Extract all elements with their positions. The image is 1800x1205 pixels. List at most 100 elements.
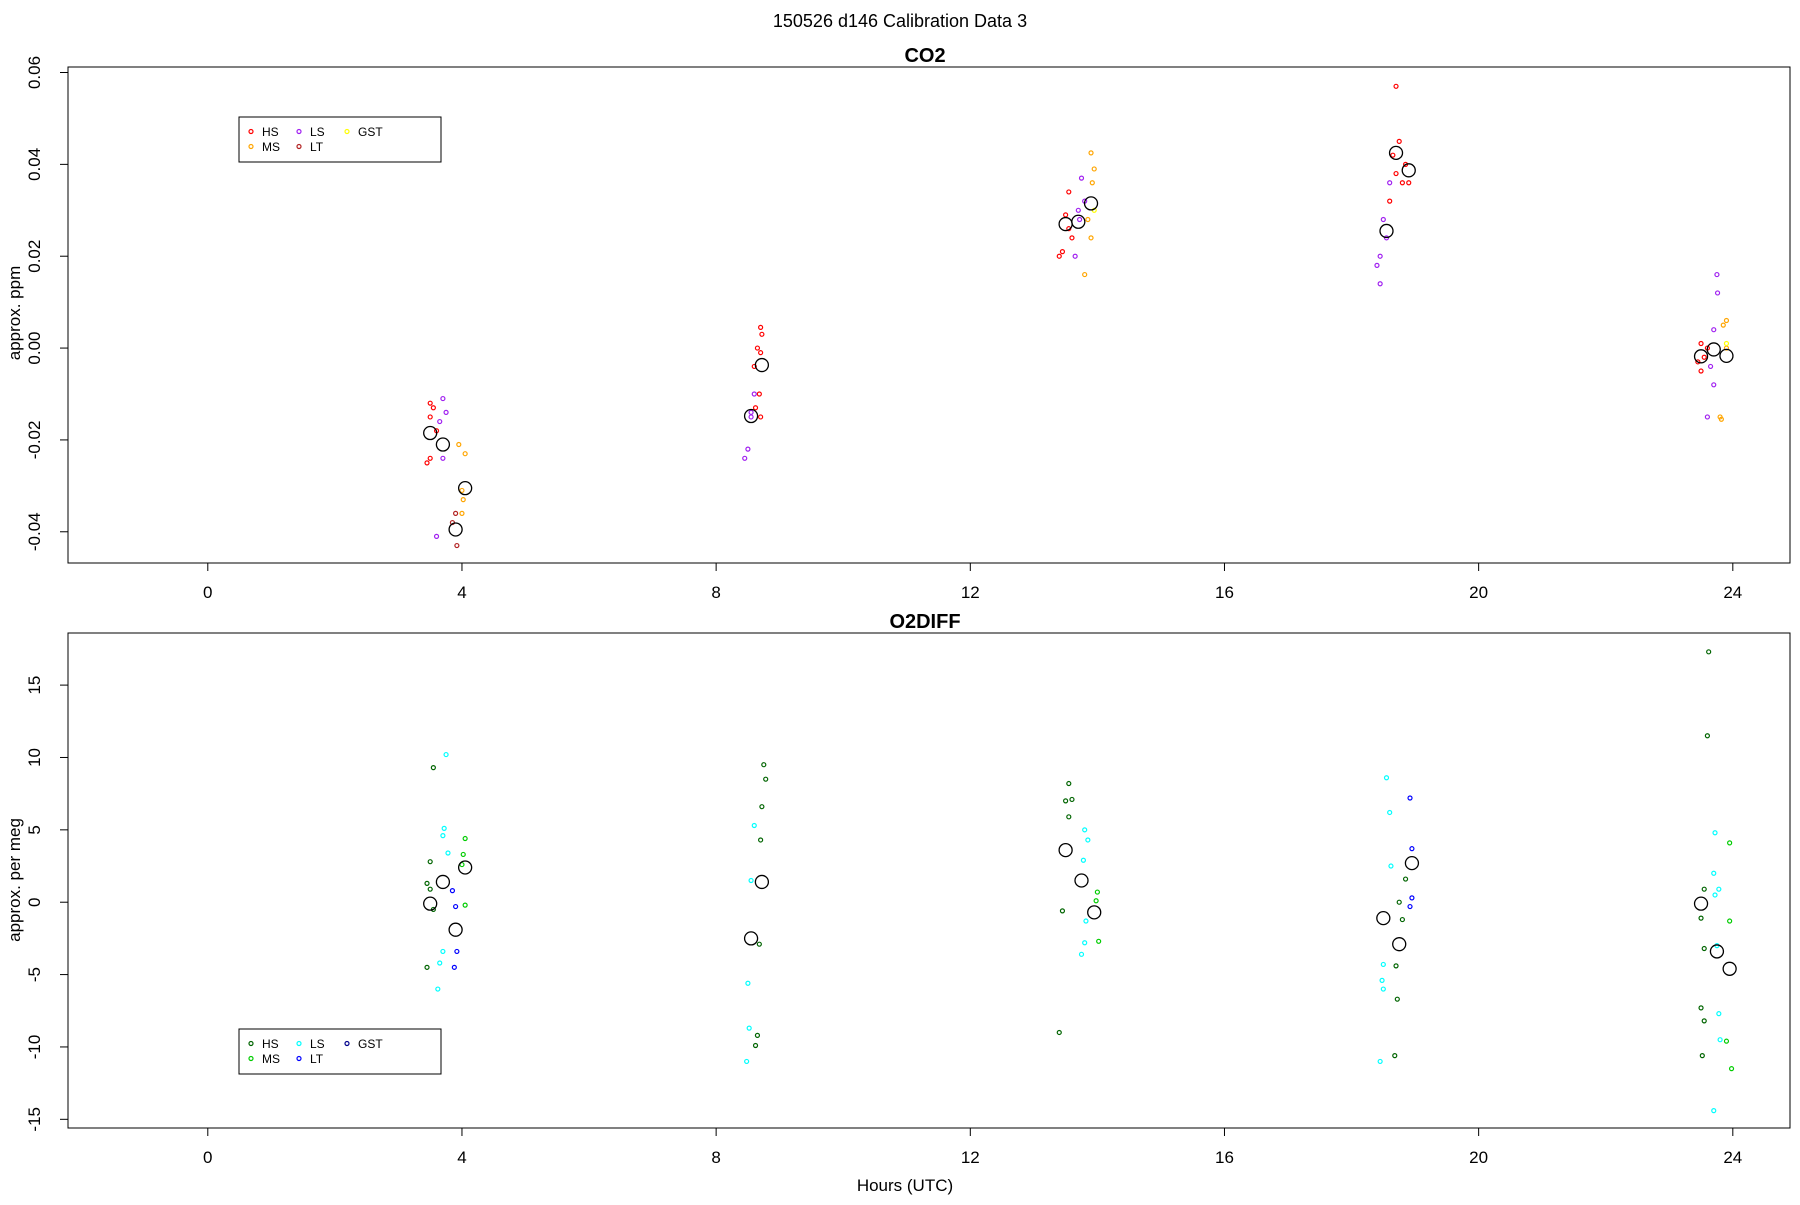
point-hs [1063, 212, 1069, 218]
point-ls [1383, 235, 1390, 241]
point-ls [443, 751, 449, 758]
y-axis-title-o2diff: approx. per meg [5, 818, 24, 942]
point-ms [462, 835, 468, 842]
point-lt [1407, 903, 1413, 910]
y-tick-label: 5 [25, 825, 44, 834]
point-hs [1699, 1053, 1705, 1059]
point-ms [456, 441, 462, 448]
point-hs [1069, 796, 1075, 803]
point-hs [1399, 180, 1405, 186]
point-ms [1728, 1066, 1735, 1072]
point-ms [460, 851, 466, 858]
legend-marker [248, 1040, 254, 1047]
point-mean [754, 874, 770, 890]
point-ls [1383, 775, 1390, 781]
point-lt [454, 948, 460, 955]
point-ms [1088, 235, 1094, 241]
point-hs [1059, 908, 1066, 914]
point-mean [1693, 896, 1709, 911]
point-ms [1088, 150, 1094, 156]
point-hs [754, 1032, 761, 1038]
legend-box [238, 1028, 442, 1075]
point-hs [424, 964, 430, 970]
point-ls [435, 986, 441, 992]
point-mean [1376, 910, 1391, 926]
point-mean [743, 408, 759, 424]
point-ms [1723, 317, 1730, 324]
legend-label: HS [262, 1037, 279, 1051]
point-ls [441, 825, 447, 831]
legend-label: GST [358, 1037, 383, 1051]
point-ms [1727, 840, 1733, 846]
point-ms [1093, 898, 1099, 904]
point-hs [424, 460, 430, 466]
point-mean [743, 931, 759, 946]
point-ls [1711, 327, 1717, 333]
y-tick-label: -10 [25, 1035, 44, 1060]
point-hs [1701, 886, 1707, 892]
point-hs [1698, 1005, 1704, 1011]
point-ls [437, 418, 443, 425]
point-ls [1711, 870, 1717, 876]
y-tick-label: 0 [25, 897, 44, 906]
point-hs [1387, 198, 1393, 204]
legend-label: MS [262, 1052, 280, 1066]
point-ls [1707, 363, 1714, 370]
point-ls [1083, 918, 1089, 924]
point-mean [423, 425, 438, 441]
point-hs [427, 400, 433, 406]
co2-panel: CO2 approx. ppm 0 4 8 12 16 20 24 -0.04 -0.02 0.0… [5, 45, 1791, 602]
x-tick-label: 4 [457, 583, 466, 602]
point-mean [448, 922, 463, 937]
legend-label: LT [310, 1052, 324, 1066]
point-lt [453, 510, 459, 517]
point-hs [751, 363, 757, 370]
point-ls [1388, 863, 1394, 869]
legend-label: HS [262, 125, 279, 139]
point-ms [1723, 1038, 1730, 1044]
x-tick-label: 12 [961, 1148, 980, 1167]
x-tick-label: 12 [961, 583, 980, 602]
point-mean [1071, 214, 1086, 229]
point-lt [454, 542, 460, 549]
legend-label: GST [358, 125, 383, 139]
x-tick-label: 4 [457, 1148, 466, 1167]
point-gst [1723, 340, 1730, 347]
point-hs [756, 941, 762, 947]
point-hs [759, 331, 765, 337]
point-ls [1387, 180, 1393, 186]
point-hs [1695, 359, 1701, 365]
point-hs [1056, 1029, 1062, 1036]
point-ls [1717, 1037, 1723, 1043]
panel-title-co2: CO2 [904, 45, 945, 67]
point-ls [745, 446, 751, 452]
o2diff-panel: O2DIFF approx. per meg Hours (UTC) 0 4 8 12… [5, 611, 1791, 1195]
point-ls [1380, 216, 1386, 223]
point-hs [1396, 899, 1402, 905]
y-tick-label: 0.02 [25, 240, 44, 273]
y-axis-title-co2: approx. ppm [5, 266, 24, 361]
point-ls [1075, 207, 1081, 213]
point-hs [1406, 180, 1412, 186]
point-hs [1402, 876, 1409, 882]
panel-title-o2diff: O2DIFF [889, 611, 960, 633]
point-ls [445, 850, 451, 856]
point-ls [748, 877, 754, 884]
point-hs [758, 324, 764, 330]
point-hs [1393, 83, 1399, 89]
point-ls [1072, 253, 1078, 259]
point-hs [1704, 733, 1710, 739]
point-ls [746, 1025, 752, 1031]
point-ms [1720, 322, 1726, 328]
point-hs [1393, 170, 1399, 177]
point-mean [1058, 216, 1073, 232]
point-mean [457, 860, 473, 875]
point-ls [1714, 290, 1721, 296]
x-tick-label: 0 [203, 1148, 212, 1167]
point-lt [1409, 846, 1415, 852]
legend-marker [248, 143, 254, 150]
point-ls [1380, 961, 1386, 968]
